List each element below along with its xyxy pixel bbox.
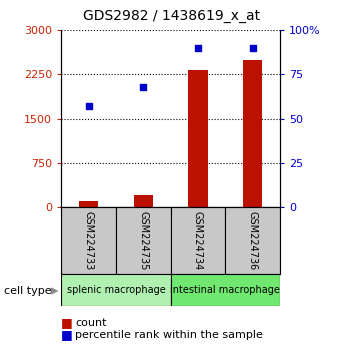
FancyBboxPatch shape [225, 207, 280, 274]
FancyBboxPatch shape [116, 207, 171, 274]
Text: GSM224733: GSM224733 [84, 211, 93, 270]
Bar [79, 201, 98, 207]
Point [195, 45, 201, 51]
Point [250, 45, 255, 51]
FancyBboxPatch shape [61, 207, 116, 274]
Text: ■: ■ [61, 328, 73, 341]
Bar [243, 60, 262, 207]
FancyBboxPatch shape [171, 274, 280, 306]
Text: count: count [75, 318, 107, 328]
Text: percentile rank within the sample: percentile rank within the sample [75, 330, 263, 339]
Bar [134, 195, 153, 207]
Text: GSM224736: GSM224736 [248, 211, 258, 270]
FancyBboxPatch shape [171, 207, 225, 274]
Text: cell type: cell type [4, 286, 51, 296]
Text: intestinal macrophage: intestinal macrophage [170, 285, 280, 295]
Text: GDS2982 / 1438619_x_at: GDS2982 / 1438619_x_at [83, 9, 260, 23]
Text: splenic macrophage: splenic macrophage [66, 285, 165, 295]
Point [86, 103, 91, 109]
Text: GSM224734: GSM224734 [193, 211, 203, 270]
Text: ■: ■ [61, 316, 73, 329]
FancyBboxPatch shape [61, 274, 171, 306]
Text: GSM224735: GSM224735 [138, 211, 148, 270]
Bar [188, 70, 208, 207]
Point [140, 84, 146, 90]
